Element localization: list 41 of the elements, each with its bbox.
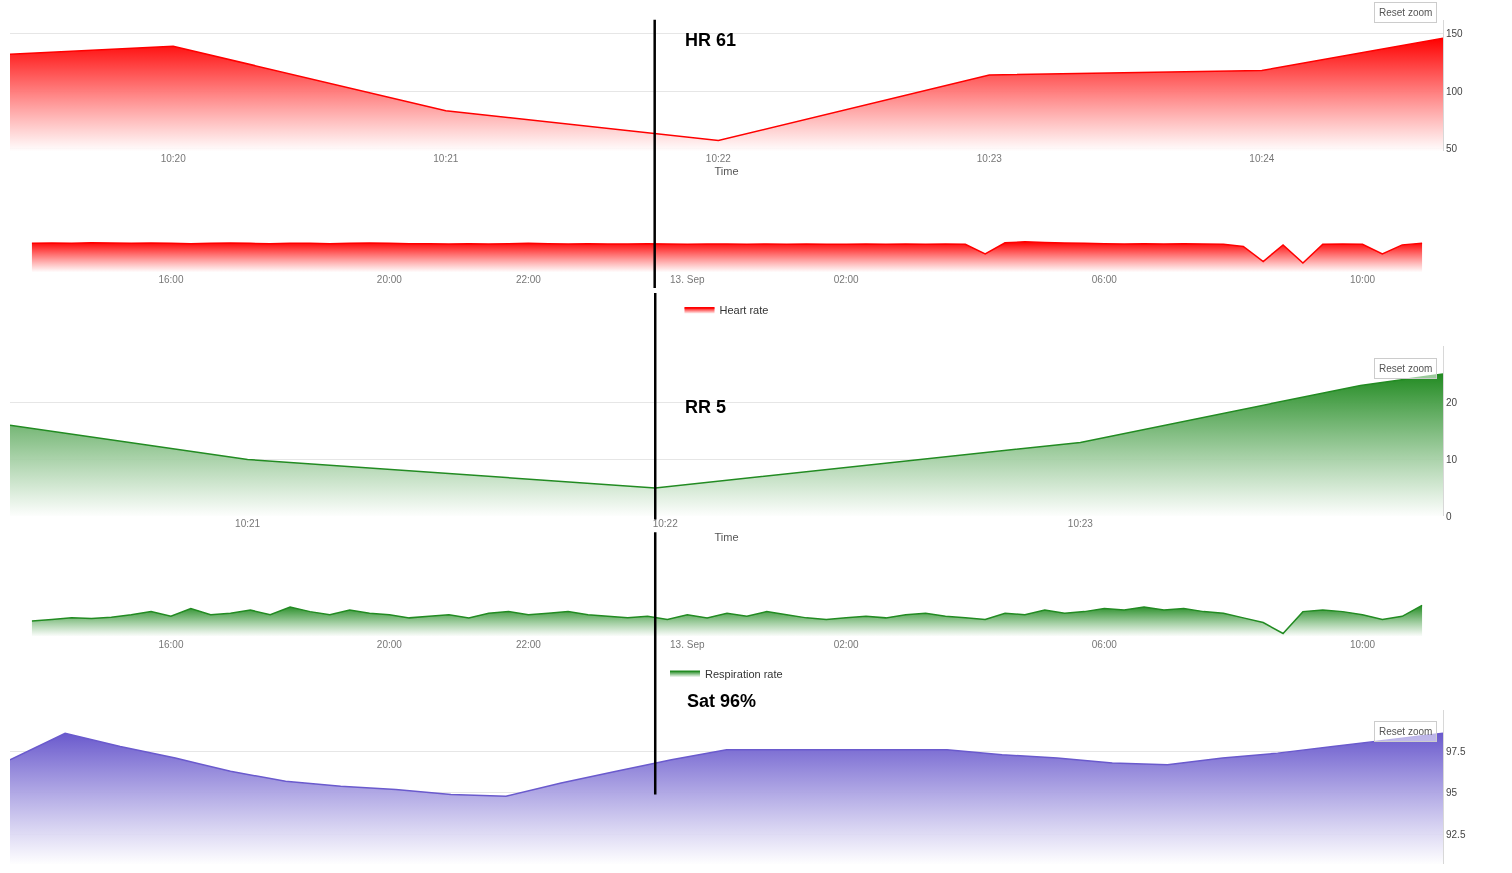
ref-line-label: HR 61: [685, 30, 737, 50]
annotation: Sat 96%: [687, 691, 757, 711]
x-axis-title: Time: [714, 165, 739, 178]
x-tick-label: 16:00: [158, 274, 184, 286]
x-tick-label: 13. Sep: [670, 274, 705, 286]
x-tick-label: 20:00: [376, 638, 403, 650]
annotation: Reset zoom: [1379, 363, 1433, 374]
y-tick-label: 10: [1446, 453, 1458, 465]
x-tick-label: 10:00: [1349, 638, 1376, 650]
y-tick-label: 100: [1446, 85, 1464, 97]
x-tick-label: 20:00: [376, 274, 403, 286]
x-tick-label: 10:21: [235, 518, 261, 530]
y-tick-label: 97.5: [1446, 745, 1466, 757]
ref-line-label: RR 5: [685, 397, 727, 417]
x-tick-label: 02:00: [833, 274, 860, 286]
x-tick-label: 06:00: [1091, 274, 1118, 286]
x-tick-label: 22:00: [515, 638, 542, 650]
x-tick-label: 10:20: [160, 152, 187, 164]
x-tick-label: 10:22: [652, 518, 679, 530]
x-tick-label: 02:00: [833, 638, 860, 650]
text: Reset zoom: [1379, 7, 1433, 18]
y-tick-label: 20: [1446, 397, 1458, 409]
x-tick-label: 10:00: [1349, 274, 1376, 286]
x-tick-label: 10:23: [1067, 518, 1094, 530]
y-tick-label: 0: [1446, 510, 1452, 522]
x-tick-label: 10:21: [433, 152, 459, 164]
x-axis-title: Time: [714, 530, 739, 543]
y-tick-label: 50: [1446, 143, 1458, 155]
legend-label: Heart rate: [719, 304, 769, 317]
y-tick-label: 150: [1446, 28, 1464, 40]
x-tick-label: 16:00: [158, 638, 184, 650]
y-tick-label: 92.5: [1446, 828, 1466, 840]
x-tick-label: 10:22: [705, 152, 732, 164]
x-tick-label: 13. Sep: [670, 638, 705, 650]
annotation: Reset zoom: [1379, 726, 1433, 737]
x-tick-label: 06:00: [1091, 638, 1118, 650]
x-tick-label: 10:23: [976, 152, 1003, 164]
y-tick-label: 95: [1446, 787, 1458, 799]
x-tick-label: 10:24: [1249, 152, 1275, 164]
x-tick-label: 22:00: [515, 274, 542, 286]
legend-label: Respiration rate: [705, 667, 783, 680]
